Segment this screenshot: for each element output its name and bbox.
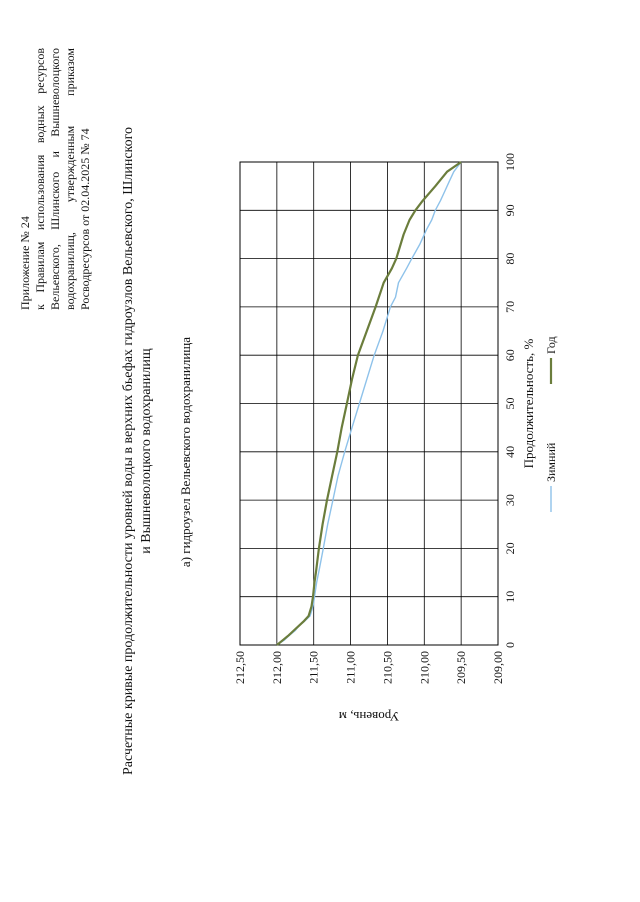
x-axis-label: Продолжительность, % bbox=[521, 338, 536, 468]
y-tick-label: 212,50 bbox=[233, 651, 247, 684]
y-tick-label: 209,50 bbox=[454, 651, 468, 684]
chart-legend: Зимний Год bbox=[544, 336, 558, 512]
y-tick-label: 210,00 bbox=[417, 651, 431, 684]
y-tick-label: 212,00 bbox=[270, 651, 284, 684]
x-tick-label: 70 bbox=[503, 301, 517, 313]
y-tick-label: 209,00 bbox=[491, 651, 505, 684]
x-tick-label: 10 bbox=[503, 591, 517, 603]
x-tick-label: 60 bbox=[503, 349, 517, 361]
chart-grid bbox=[239, 161, 499, 646]
x-tick-label: 50 bbox=[503, 398, 517, 410]
y-axis-label: Уровень, м bbox=[339, 709, 400, 724]
y-tick-label: 211,00 bbox=[344, 651, 358, 684]
x-tick-label: 0 bbox=[503, 642, 517, 648]
x-tick-label: 30 bbox=[503, 494, 517, 506]
series-line-year bbox=[276, 161, 462, 646]
legend-label: Год bbox=[544, 336, 558, 354]
x-tick-label: 20 bbox=[503, 542, 517, 554]
chart-ticks: 0 10 20 30 40 50 60 70 80 90 100 209,00 209,50 210,00… bbox=[233, 153, 517, 684]
chart-series bbox=[276, 161, 462, 646]
x-tick-label: 40 bbox=[503, 446, 517, 458]
y-tick-label: 211,50 bbox=[307, 651, 321, 684]
x-tick-label: 90 bbox=[503, 204, 517, 216]
legend-label: Зимний bbox=[544, 442, 558, 482]
x-tick-label: 80 bbox=[503, 253, 517, 265]
y-tick-label: 210,50 bbox=[380, 651, 394, 684]
x-tick-label: 100 bbox=[503, 153, 517, 171]
plot-frame bbox=[239, 161, 499, 646]
